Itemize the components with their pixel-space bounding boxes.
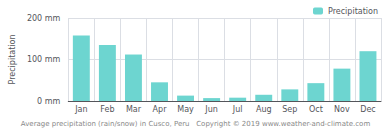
- svg-text:Oct: Oct: [309, 105, 323, 114]
- svg-text:Sep: Sep: [282, 105, 297, 114]
- svg-text:Jul: Jul: [232, 105, 243, 114]
- svg-text:Mar: Mar: [126, 105, 142, 114]
- svg-text:Apr: Apr: [153, 105, 168, 114]
- svg-text:Average precipitation (rain/sn: Average precipitation (rain/snow) in Cus…: [21, 120, 371, 128]
- svg-text:Precipitation: Precipitation: [8, 34, 17, 84]
- svg-text:0 mm: 0 mm: [37, 97, 60, 106]
- svg-text:May: May: [177, 105, 194, 114]
- svg-text:Precipitation: Precipitation: [328, 7, 378, 16]
- svg-text:Nov: Nov: [334, 105, 350, 114]
- svg-text:Aug: Aug: [256, 105, 272, 114]
- svg-text:200 mm: 200 mm: [27, 14, 61, 23]
- svg-text:Jun: Jun: [204, 105, 218, 114]
- svg-text:Dec: Dec: [360, 105, 375, 114]
- svg-text:100 mm: 100 mm: [27, 55, 61, 64]
- svg-text:Feb: Feb: [100, 105, 114, 114]
- svg-text:Jan: Jan: [74, 105, 87, 114]
